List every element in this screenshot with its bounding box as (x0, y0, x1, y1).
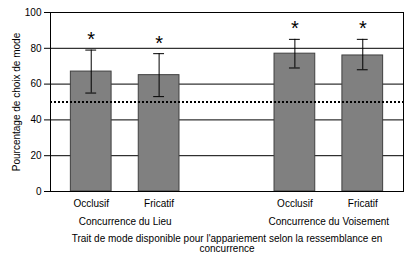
svg-text:Occlusif: Occlusif (73, 198, 109, 209)
svg-text:40: 40 (30, 114, 42, 125)
svg-text:Pourcentage de choix de mode: Pourcentage de choix de mode (11, 32, 22, 171)
svg-text:20: 20 (30, 150, 42, 161)
svg-text:*: * (291, 17, 299, 39)
svg-text:0: 0 (36, 186, 42, 197)
svg-text:Trait de mode disponible pour: Trait de mode disponible pour l'appariem… (72, 233, 383, 254)
svg-text:Fricatif: Fricatif (144, 198, 174, 209)
svg-text:*: * (359, 17, 367, 39)
svg-text:60: 60 (30, 78, 42, 89)
svg-text:*: * (155, 32, 163, 54)
svg-text:Fricatif: Fricatif (348, 198, 378, 209)
svg-text:Concurrence du Lieu: Concurrence du Lieu (79, 216, 172, 227)
svg-text:100: 100 (25, 7, 42, 18)
svg-text:*: * (87, 28, 95, 50)
svg-text:Occlusif: Occlusif (277, 198, 313, 209)
svg-text:Concurrence du Voisement: Concurrence du Voisement (269, 216, 390, 227)
svg-text:80: 80 (30, 43, 42, 54)
